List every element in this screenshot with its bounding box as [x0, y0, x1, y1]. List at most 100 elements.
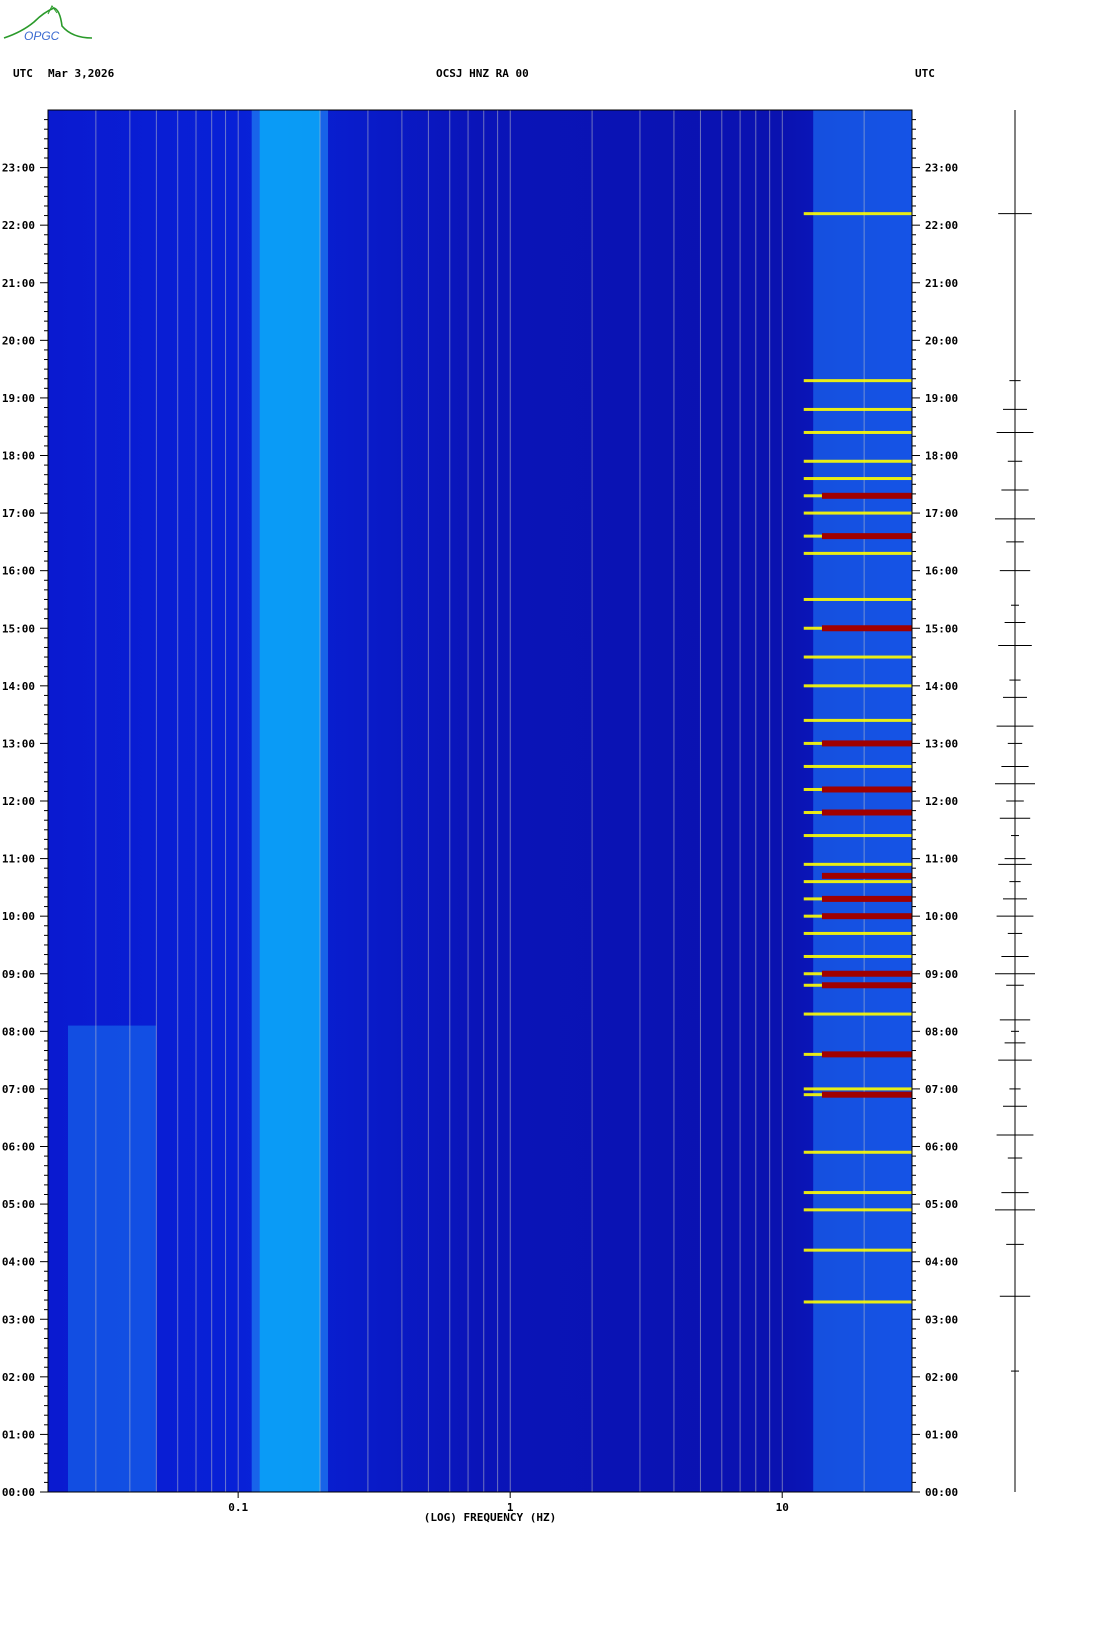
x-tick-label: 0.1 [228, 1501, 248, 1514]
spectrogram-background [48, 110, 912, 1492]
y-tick-label-right: 03:00 [925, 1313, 958, 1326]
peak-energy-row [821, 895, 912, 902]
y-tick-label-left: 03:00 [2, 1313, 35, 1326]
y-tick-label-right: 20:00 [925, 334, 958, 347]
high-energy-row [803, 1191, 912, 1195]
y-tick-label-left: 23:00 [2, 162, 35, 175]
high-energy-row [803, 1150, 912, 1154]
y-tick-label-right: 10:00 [925, 910, 958, 923]
y-tick-label-right: 06:00 [925, 1141, 958, 1154]
y-tick-label-left: 14:00 [2, 680, 35, 693]
high-energy-row [803, 1087, 912, 1091]
high-energy-row [803, 1012, 912, 1016]
y-tick-label-right: 14:00 [925, 680, 958, 693]
peak-energy-row [821, 872, 912, 879]
y-tick-label-left: 21:00 [2, 277, 35, 290]
high-energy-row [803, 834, 912, 838]
high-energy-row [803, 764, 912, 768]
peak-energy-row [821, 492, 912, 499]
y-tick-label-left: 01:00 [2, 1428, 35, 1441]
high-energy-row [803, 379, 912, 383]
y-tick-label-left: 08:00 [2, 1025, 35, 1038]
high-energy-row [803, 459, 912, 463]
peak-energy-row [821, 970, 912, 977]
y-tick-label-right: 11:00 [925, 853, 958, 866]
y-tick-label-right: 17:00 [925, 507, 958, 520]
y-tick-label-left: 11:00 [2, 853, 35, 866]
high-energy-row [803, 551, 912, 555]
y-tick-label-left: 05:00 [2, 1198, 35, 1211]
y-tick-label-left: 09:00 [2, 968, 35, 981]
station-label: OCSJ HNZ RA 00 [436, 67, 529, 80]
y-tick-label-right: 07:00 [925, 1083, 958, 1096]
y-tick-label-left: 02:00 [2, 1371, 35, 1384]
y-tick-label-left: 19:00 [2, 392, 35, 405]
noise-band [813, 110, 912, 1492]
high-energy-row [803, 1300, 912, 1304]
high-energy-row [803, 931, 912, 935]
plot-frame [47, 109, 913, 1493]
high-energy-row [803, 407, 912, 411]
y-tick-label-left: 04:00 [2, 1256, 35, 1269]
high-energy-row [803, 954, 912, 958]
y-tick-label-right: 21:00 [925, 277, 958, 290]
y-tick-label-right: 15:00 [925, 622, 958, 635]
y-tick-label-left: 10:00 [2, 910, 35, 923]
y-tick-label-right: 02:00 [925, 1371, 958, 1384]
peak-energy-row [821, 982, 912, 989]
peak-energy-row [821, 809, 912, 816]
high-energy-row [803, 1248, 912, 1252]
y-tick-label-left: 00:00 [2, 1486, 35, 1499]
y-tick-label-left: 20:00 [2, 334, 35, 347]
high-energy-row [803, 212, 912, 216]
logo-text: OPGC [24, 29, 60, 43]
y-tick-label-left: 12:00 [2, 795, 35, 808]
y-tick-label-right: 09:00 [925, 968, 958, 981]
peak-energy-row [821, 1091, 912, 1098]
y-tick-label-left: 17:00 [2, 507, 35, 520]
date-label: Mar 3,2026 [48, 67, 115, 80]
utc-label-left: UTC [13, 67, 33, 80]
y-tick-label-left: 22:00 [2, 219, 35, 232]
y-tick-label-left: 13:00 [2, 737, 35, 750]
x-axis-label: (LOG) FREQUENCY (HZ) [424, 1511, 556, 1524]
peak-energy-row [821, 740, 912, 747]
high-energy-row [803, 718, 912, 722]
peak-energy-row [821, 1051, 912, 1058]
y-tick-label-left: 16:00 [2, 565, 35, 578]
peak-energy-row [821, 533, 912, 540]
y-tick-label-right: 01:00 [925, 1428, 958, 1441]
x-tick-label: 10 [776, 1501, 789, 1514]
high-energy-row [803, 880, 912, 884]
utc-label-right: UTC [915, 67, 935, 80]
high-energy-row [803, 655, 912, 659]
y-tick-label-left: 06:00 [2, 1141, 35, 1154]
high-energy-row [803, 511, 912, 515]
y-tick-label-right: 19:00 [925, 392, 958, 405]
y-tick-label-left: 15:00 [2, 622, 35, 635]
y-tick-label-right: 08:00 [925, 1025, 958, 1038]
x-tick-label: 1 [507, 1501, 514, 1514]
y-tick-label-left: 07:00 [2, 1083, 35, 1096]
high-energy-row [803, 862, 912, 866]
high-energy-row [803, 1208, 912, 1212]
y-tick-label-right: 13:00 [925, 737, 958, 750]
microseism-band [259, 110, 321, 1492]
y-tick-label-right: 05:00 [925, 1198, 958, 1211]
low-freq-band [68, 1025, 157, 1492]
y-tick-label-right: 00:00 [925, 1486, 958, 1499]
y-tick-label-left: 18:00 [2, 450, 35, 463]
peak-energy-row [821, 786, 912, 793]
opgc-logo: OPGC [2, 4, 94, 48]
peak-energy-row [821, 625, 912, 632]
y-tick-label-right: 04:00 [925, 1256, 958, 1269]
high-energy-row [803, 684, 912, 688]
y-tick-label-right: 12:00 [925, 795, 958, 808]
y-tick-label-right: 23:00 [925, 162, 958, 175]
y-tick-label-right: 18:00 [925, 450, 958, 463]
high-energy-row [803, 597, 912, 601]
y-tick-label-right: 22:00 [925, 219, 958, 232]
y-tick-label-right: 16:00 [925, 565, 958, 578]
high-energy-row [803, 477, 912, 481]
